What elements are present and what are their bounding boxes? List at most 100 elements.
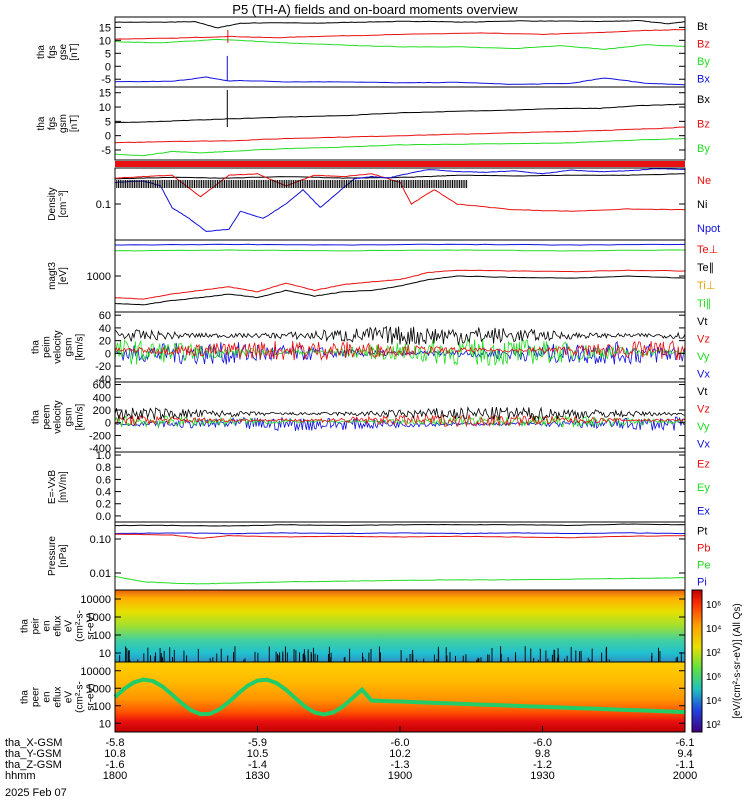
y-tick-label: 400 xyxy=(93,392,111,404)
y-axis-label: [nT] xyxy=(69,115,80,132)
y-tick-label: 20 xyxy=(99,336,111,348)
x-axis-value: -5.8 xyxy=(106,737,125,749)
series-Vz xyxy=(114,413,686,428)
panel-frame xyxy=(114,86,686,161)
y-tick-label: 0.01 xyxy=(90,568,111,580)
colorbar-tick-label: 10⁴ xyxy=(706,696,721,707)
y-axis-label: eflux xyxy=(53,615,64,636)
x-axis-labels: tha_X-GSMtha_Y-GSMtha_Z-GSMhhmm-5.810.8-… xyxy=(5,726,697,782)
series-Pb xyxy=(115,533,686,539)
x-axis-value: -1.6 xyxy=(106,759,125,771)
y-tick-label: 0.2 xyxy=(96,499,111,511)
legend-label: Vz xyxy=(697,403,710,415)
y-tick-label: -400 xyxy=(89,443,111,455)
y-tick-label: 0 xyxy=(105,131,111,143)
x-axis-row-label: tha_Z-GSM xyxy=(5,759,62,771)
x-axis-value: -1.2 xyxy=(533,759,552,771)
y-tick-label: 10 xyxy=(99,648,111,660)
panel-density: 0.1 Density [cm⁻³] Ne Ni Npot xyxy=(47,167,720,241)
y-axis-label: sr-eV) xyxy=(86,612,97,639)
legend-label: Vt xyxy=(697,386,707,398)
panel-frame xyxy=(114,451,686,523)
y-tick-label: 10000 xyxy=(80,594,111,606)
y-axis-label: peem xyxy=(42,404,53,429)
legend-label: Ti∥ xyxy=(697,298,711,310)
legend-label: Bz xyxy=(697,38,710,50)
series-Ne xyxy=(114,173,686,212)
series-Ti⊥ xyxy=(114,269,686,300)
panel-frame xyxy=(114,521,686,591)
y-axis-label: Density xyxy=(47,187,58,220)
y-tick-label: 0.10 xyxy=(90,534,111,546)
series-Vt xyxy=(114,325,686,346)
x-axis-row-label: tha_Y-GSM xyxy=(5,748,61,760)
y-axis-label: en xyxy=(42,620,53,631)
series-Te⊥ xyxy=(115,243,686,246)
x-axis-value: 1800 xyxy=(103,770,127,782)
red-status-band xyxy=(115,161,685,167)
colorbar-tick-label: 10⁴ xyxy=(706,624,721,635)
legend-label: Ex xyxy=(697,505,710,517)
y-axis-label: [mV/m] xyxy=(58,471,69,503)
legend-label: Vx xyxy=(697,368,710,380)
legend-label: Pi xyxy=(697,577,707,589)
y-tick-label: -5 xyxy=(101,74,111,86)
y-tick-label: 200 xyxy=(93,405,111,417)
y-tick-label: 0.4 xyxy=(96,487,111,499)
y-axis-label: eflux xyxy=(53,686,64,707)
panel-peir_spectrogram: 10000 1000 100 10 tha peir en eflux eV (cm²-s-sr-… xyxy=(20,589,686,663)
spectrogram-image xyxy=(115,662,685,732)
legend-label: Vy xyxy=(697,421,710,433)
x-axis-value: 9.4 xyxy=(677,748,692,760)
y-tick-label: 0 xyxy=(105,61,111,73)
y-tick-label: 1000 xyxy=(87,612,111,624)
colorbar-tick-label: 10² xyxy=(706,720,721,731)
y-axis-label: tha xyxy=(31,410,42,424)
y-axis-label: velocity xyxy=(53,400,64,433)
figure-title: P5 (TH-A) fields and on-board moments ov… xyxy=(232,2,518,17)
y-tick-label: -40 xyxy=(95,374,111,386)
panel-pressure: 0.10 0.01 Pressure [nPa] Pt Pb Pe Pi xyxy=(47,521,710,591)
x-axis-value: -5.9 xyxy=(248,737,267,749)
x-axis-value: 1930 xyxy=(530,770,554,782)
y-tick-label: 5 xyxy=(105,48,111,60)
y-tick-label: 10 xyxy=(99,102,111,114)
panel-red_bar xyxy=(115,161,685,167)
y-tick-label: 10 xyxy=(99,718,111,730)
series-Vx xyxy=(114,416,686,432)
colorbar-label: [eV/(cm²-s-sr-eV)] (All Qs) xyxy=(732,603,743,719)
legend-label: By xyxy=(697,56,710,68)
legend-label: Ne xyxy=(697,175,711,187)
y-axis-label: magt3 xyxy=(47,262,58,290)
x-axis-value: 10.5 xyxy=(247,748,268,760)
y-tick-label: 40 xyxy=(99,323,111,335)
date-label: 2025 Feb 07 xyxy=(5,787,67,799)
x-axis-value: -1.3 xyxy=(391,759,410,771)
y-axis-label: gsm xyxy=(58,114,69,133)
y-axis-label: tha xyxy=(20,619,31,633)
y-axis-label: (cm²-s- xyxy=(75,681,86,713)
y-axis-label: fgs xyxy=(47,45,58,58)
legend-label: Pt xyxy=(697,526,707,538)
y-axis-label: gsm xyxy=(64,408,75,427)
y-axis-label: [nT] xyxy=(69,43,80,60)
y-tick-label: 1000 xyxy=(87,271,111,283)
y-tick-label: 10000 xyxy=(80,666,111,678)
legend-label: Pe xyxy=(697,560,710,572)
y-axis-label: tha xyxy=(31,340,42,354)
legend-label: Te⊥ xyxy=(697,244,718,256)
y-axis-label: velocity xyxy=(53,330,64,363)
x-axis-value: -6.1 xyxy=(676,737,695,749)
colorbar-gradient xyxy=(691,589,703,733)
y-axis-label: gse xyxy=(58,44,69,61)
series-Bz xyxy=(114,126,686,144)
x-axis-row-label: hhmm xyxy=(5,770,36,782)
y-tick-label: 5 xyxy=(105,116,111,128)
legend-label: Npot xyxy=(697,223,720,235)
y-tick-label: 0.6 xyxy=(96,474,111,486)
series-Vy xyxy=(114,338,686,366)
